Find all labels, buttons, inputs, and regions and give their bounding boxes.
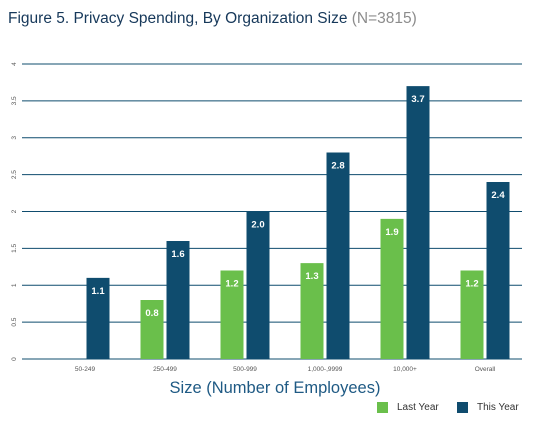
this-year-swatch <box>457 402 468 413</box>
bar-last-year <box>460 270 484 359</box>
sample-size-label: (N=3815) <box>351 10 417 27</box>
bar-this-year <box>166 241 190 359</box>
y-axis-ticks: 0 0.5 1 1.5 2 2.5 3 3.5 4 <box>11 62 18 361</box>
bar-value-label: 2.4 <box>491 190 505 201</box>
bar-this-year <box>326 152 350 359</box>
x-tick-label: 250-499 <box>153 366 177 373</box>
bar-last-year <box>140 300 164 359</box>
bar-value-label: 1.1 <box>91 286 105 297</box>
y-tick-label: 3.5 <box>11 96 18 105</box>
bar-last-year <box>300 263 324 359</box>
y-tick-label: 2.5 <box>11 170 18 179</box>
bar-this-year <box>486 182 510 359</box>
y-tick-label: 0 <box>11 357 18 361</box>
bar-value-label: 1.2 <box>465 279 478 290</box>
x-tick-label: 500-999 <box>233 366 257 373</box>
legend-label-this-year: This Year <box>477 402 519 413</box>
last-year-swatch <box>377 402 388 413</box>
y-tick-label: 4 <box>11 62 18 66</box>
y-tick-label: 3 <box>11 136 18 140</box>
y-tick-label: 1.5 <box>11 243 18 252</box>
bar-value-label: 1.3 <box>305 271 318 282</box>
bar-this-year <box>246 211 270 359</box>
x-tick-label: 10,000+ <box>393 366 417 373</box>
bar-chart: 00.511.522.533.54 1.10.81.61.22.01.32.81… <box>11 62 522 397</box>
bar-value-label: 1.6 <box>171 249 184 260</box>
y-tick-label: 2 <box>11 209 18 213</box>
bar-value-label: 3.7 <box>411 94 424 105</box>
legend-label-last-year: Last Year <box>397 402 439 413</box>
x-tick-label: 1,000-,9999 <box>308 366 343 373</box>
bar-value-label: 1.9 <box>385 227 398 238</box>
x-axis-ticks: 50-249 250-499 500-999 1,000-,9999 10,000+ Ov… <box>75 366 496 373</box>
bar-this-year <box>86 277 110 359</box>
chart-title: Figure 5. Privacy Spending, By Organizat… <box>8 10 417 28</box>
bar-last-year <box>220 270 244 359</box>
x-tick-label: 50-249 <box>75 366 96 373</box>
bar-value-label: 0.8 <box>145 308 158 319</box>
y-tick-label: 1 <box>11 283 18 287</box>
y-tick-label: 0.5 <box>11 317 18 326</box>
bar-last-year <box>380 218 404 359</box>
data-labels: 1.1 0.8 1.6 1.2 2.0 1.3 2.8 1.9 3.7 1.2 2.4 <box>91 94 505 319</box>
chart-title-text: Figure 5. Privacy Spending, By Organizat… <box>8 10 348 27</box>
bars <box>86 86 510 359</box>
x-axis-title: Size (Number of Employees) <box>170 379 381 397</box>
bar-value-label: 2.8 <box>331 161 344 172</box>
legend-item-last-year: Last Year <box>377 402 439 413</box>
legend-item-this-year: This Year <box>457 402 519 413</box>
x-tick-label: Overall <box>475 366 496 373</box>
bar-value-label: 1.2 <box>225 279 238 290</box>
bar-this-year <box>406 86 430 359</box>
bar-value-label: 2.0 <box>251 220 264 231</box>
